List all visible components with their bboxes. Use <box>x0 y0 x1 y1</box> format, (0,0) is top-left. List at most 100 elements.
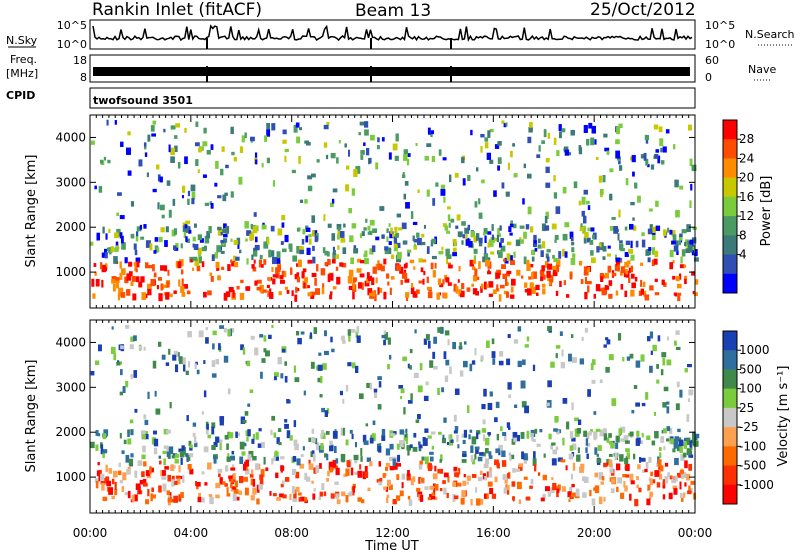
velocity-data-cell <box>417 413 421 420</box>
velocity-colorbar-segment <box>723 407 737 428</box>
velocity-data-cell <box>463 341 467 345</box>
power-data-cell <box>654 292 660 296</box>
velocity-data-cell <box>293 420 297 428</box>
velocity-data-cell <box>284 375 288 383</box>
velocity-data-cell <box>489 487 494 495</box>
velocity-data-cell <box>294 443 299 451</box>
velocity-data-cell <box>496 433 500 441</box>
power-data-cell <box>533 240 537 247</box>
velocity-data-cell <box>488 455 493 459</box>
velocity-data-cell <box>324 410 328 417</box>
power-data-cell <box>541 265 545 272</box>
velocity-data-cell <box>645 392 649 400</box>
power-data-cell <box>510 150 513 158</box>
power-data-cell <box>604 272 609 279</box>
power-data-cell <box>245 238 248 242</box>
power-data-cell <box>604 147 610 152</box>
power-data-cell <box>410 287 415 295</box>
power-data-cell <box>523 282 528 288</box>
velocity-data-cell <box>147 391 150 399</box>
power-data-cell <box>225 291 231 298</box>
velocity-data-cell <box>622 473 627 478</box>
velocity-data-cell <box>469 363 473 372</box>
velocity-data-cell <box>634 499 639 507</box>
power-data-cell <box>413 243 416 247</box>
velocity-data-cell <box>364 465 368 474</box>
power-data-cell <box>216 245 222 253</box>
velocity-data-cell <box>498 360 504 366</box>
power-data-cell <box>654 250 659 258</box>
velocity-data-cell <box>273 456 276 462</box>
velocity-data-cell <box>413 432 417 438</box>
velocity-data-cell <box>599 379 603 384</box>
nsky-trace <box>92 24 693 49</box>
power-data-cell <box>642 281 646 288</box>
velocity-data-cell <box>102 450 105 458</box>
velocity-data-cell <box>606 339 611 345</box>
power-data-cell <box>447 282 452 286</box>
velocity-data-cell <box>313 453 316 462</box>
power-data-cell <box>377 287 380 295</box>
velocity-data-cell <box>483 388 487 397</box>
velocity-data-cell <box>600 481 604 485</box>
power-data-cell <box>497 251 503 258</box>
velocity-data-cell <box>318 352 322 356</box>
power-data-cell <box>386 236 389 242</box>
power-data-cell <box>377 260 380 266</box>
power-colorbar-tick-label: 16 <box>739 190 754 204</box>
velocity-data-cell <box>255 432 259 440</box>
power-data-cell <box>332 188 338 193</box>
power-data-cell <box>100 262 103 270</box>
velocity-data-cell <box>328 461 334 470</box>
velocity-data-cell <box>624 457 629 465</box>
velocity-data-cell <box>520 380 526 389</box>
power-data-cell <box>452 247 457 254</box>
velocity-data-cell <box>286 430 291 439</box>
power-data-cell <box>653 124 659 130</box>
velocity-data-cell <box>542 474 547 481</box>
cpid-strip: CPID twofsound 3501 <box>6 87 696 109</box>
power-data-cell <box>680 256 683 264</box>
velocity-data-cell <box>280 465 285 471</box>
velocity-data-cell <box>323 350 329 356</box>
velocity-data-cell <box>663 446 666 451</box>
velocity-data-cell <box>649 478 653 486</box>
power-data-cell <box>551 265 557 270</box>
power-colorbar-segment <box>723 139 737 159</box>
power-data-cell <box>389 287 392 296</box>
velocity-data-cell <box>456 482 462 487</box>
velocity-data-cell <box>381 334 386 339</box>
velocity-data-cell <box>605 337 609 341</box>
power-data-cell <box>106 119 109 126</box>
power-data-cell <box>281 222 285 228</box>
power-data-cell <box>249 233 255 241</box>
power-data-cell <box>522 198 525 205</box>
power-data-cell <box>528 276 533 280</box>
velocity-data-cell <box>167 495 171 500</box>
velocity-data-cell <box>640 354 645 362</box>
velocity-data-cell <box>218 343 221 351</box>
power-data-cell <box>686 224 691 233</box>
velocity-data-cell <box>626 452 631 460</box>
velocity-data-cell <box>590 362 594 371</box>
velocity-data-cell <box>619 454 624 462</box>
velocity-data-cell <box>574 417 579 422</box>
freq-tick-bottom: 8 <box>80 71 87 84</box>
velocity-data-cell <box>189 446 193 451</box>
velocity-data-cell <box>143 482 148 487</box>
velocity-data-cell <box>462 451 467 456</box>
velocity-data-cell <box>608 433 612 438</box>
power-data-cell <box>281 270 285 276</box>
power-data-cell <box>544 225 550 231</box>
power-data-cell <box>254 152 258 161</box>
velocity-data-cell <box>269 491 272 496</box>
velocity-data-cell <box>429 360 434 368</box>
velocity-data-cell <box>452 481 457 487</box>
velocity-data-cell <box>440 326 444 334</box>
power-data-cell <box>343 223 346 228</box>
velocity-data-cell <box>291 468 297 476</box>
power-data-cell <box>432 198 436 206</box>
velocity-data-cell <box>293 365 297 373</box>
velocity-data-cell <box>559 331 563 336</box>
velocity-data-cell <box>551 442 556 446</box>
